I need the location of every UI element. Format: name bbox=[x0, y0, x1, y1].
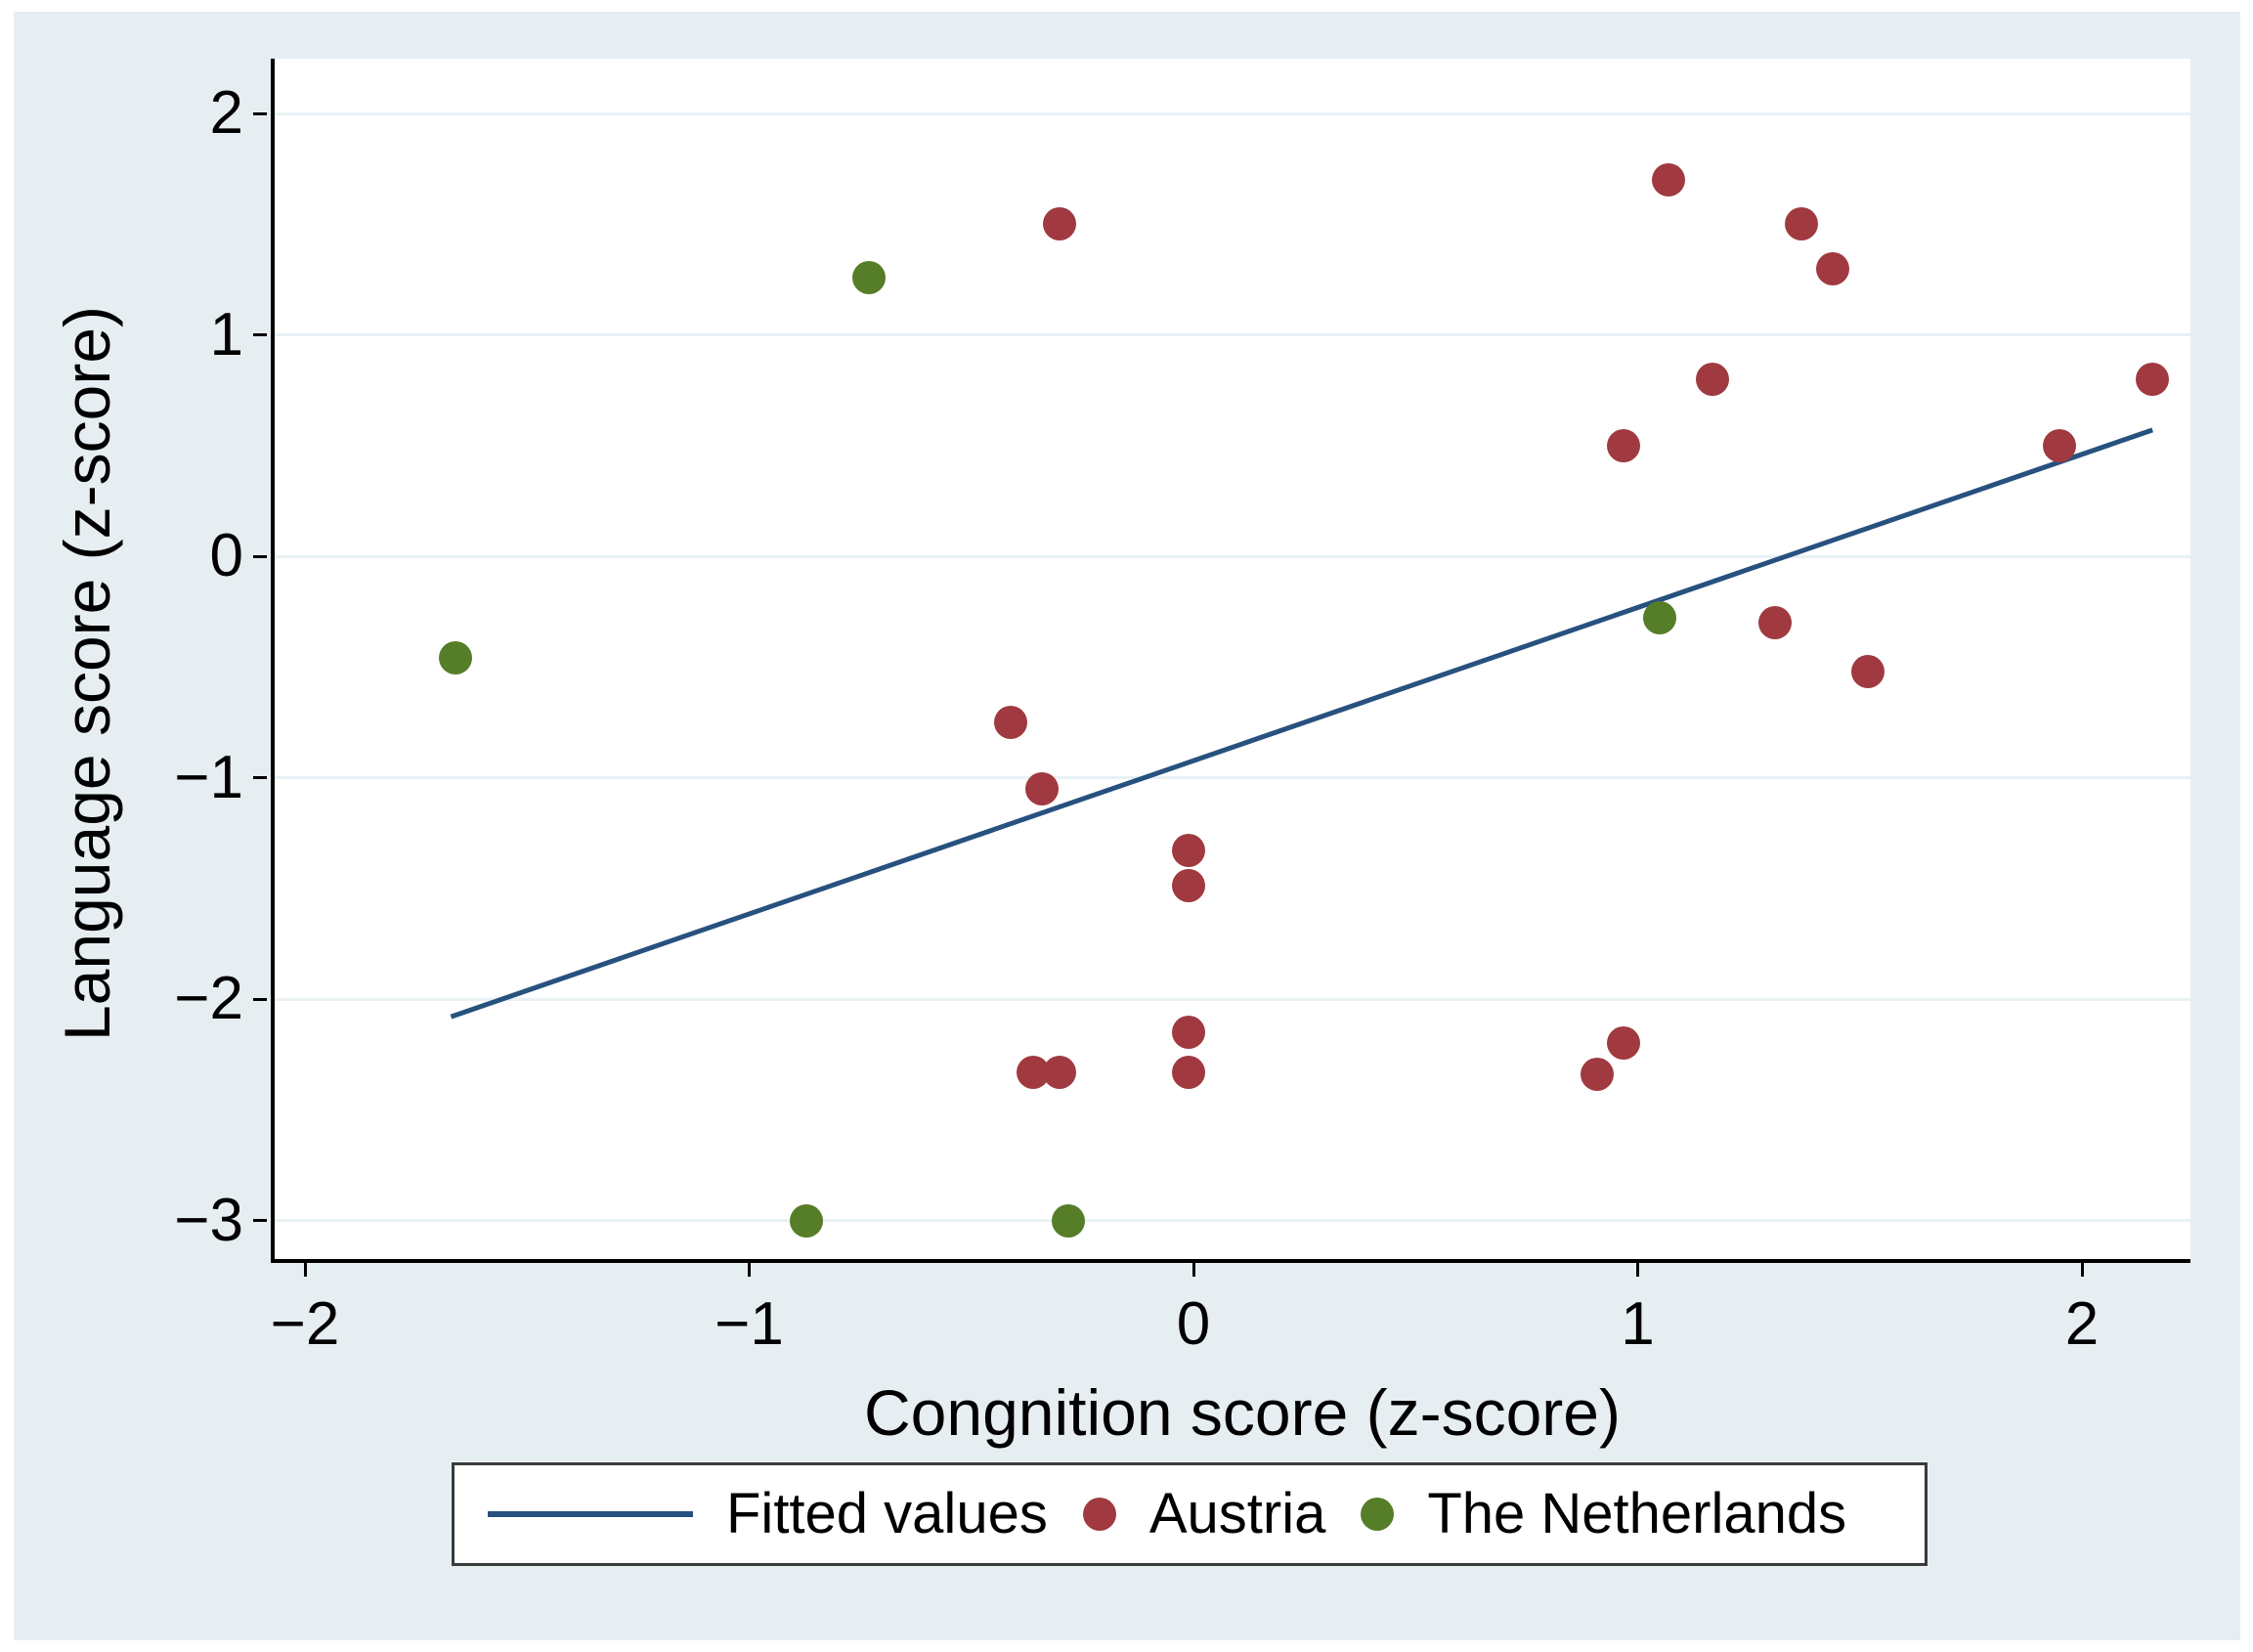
y-tick-label--3: −3 bbox=[174, 1186, 243, 1254]
legend-item-austria: Austria bbox=[1082, 1482, 1326, 1545]
y-tick--2 bbox=[253, 997, 267, 1001]
x-tick--2 bbox=[303, 1263, 307, 1277]
x-tick-label-1: 1 bbox=[1621, 1290, 1655, 1358]
legend-label-netherlands: The Netherlands bbox=[1427, 1482, 1847, 1545]
austria-data-point bbox=[1171, 834, 1205, 868]
austria-data-point bbox=[1171, 1055, 1205, 1089]
austria-data-point bbox=[1043, 207, 1077, 241]
legend-item-netherlands: The Netherlands bbox=[1361, 1485, 1846, 1543]
y-tick-label-1: 1 bbox=[209, 300, 243, 369]
x-tick-label--2: −2 bbox=[270, 1290, 340, 1358]
gridline-y--1 bbox=[275, 776, 2190, 779]
austria-data-point bbox=[1785, 207, 1819, 241]
figure-panel: Language score (z-score) 2 1 0 −1 −2 −3 −2 −1 0… bbox=[14, 12, 2240, 1640]
legend-box: Fitted values Austria The Netherlands bbox=[452, 1462, 1928, 1566]
austria-data-point bbox=[1696, 362, 1730, 396]
x-tick-label-2: 2 bbox=[2064, 1290, 2100, 1358]
y-tick-1 bbox=[253, 333, 267, 336]
austria-data-point bbox=[1024, 771, 1059, 805]
austria-data-point bbox=[1171, 1015, 1205, 1049]
y-axis-title: Language score (z-score) bbox=[51, 305, 123, 1042]
y-tick-0 bbox=[253, 554, 267, 558]
plot-canvas bbox=[275, 59, 2190, 1259]
austria-data-point bbox=[1757, 605, 1792, 639]
austria-data-point bbox=[994, 705, 1028, 739]
x-tick-1 bbox=[1636, 1263, 1639, 1277]
the-netherlands-data-point bbox=[1642, 601, 1676, 635]
austria-data-point bbox=[1815, 251, 1849, 285]
austria-data-point bbox=[1651, 162, 1685, 196]
gridline-y--2 bbox=[275, 997, 2190, 1001]
y-tick-2 bbox=[253, 111, 267, 115]
y-tick--3 bbox=[253, 1219, 267, 1222]
gridline-y-0 bbox=[275, 554, 2190, 558]
netherlands-dot-swatch bbox=[1361, 1498, 1395, 1531]
fitted-line-swatch bbox=[488, 1511, 693, 1517]
austria-data-point bbox=[1607, 428, 1641, 462]
x-tick--1 bbox=[748, 1263, 751, 1277]
gridline-y-2 bbox=[275, 111, 2190, 115]
austria-dot-swatch bbox=[1082, 1498, 1116, 1531]
austria-data-point bbox=[1851, 654, 1885, 688]
x-axis-title: Congnition score (z-score) bbox=[864, 1376, 1621, 1449]
legend-label-austria: Austria bbox=[1148, 1482, 1326, 1545]
austria-data-point bbox=[1607, 1026, 1641, 1061]
the-netherlands-data-point bbox=[1052, 1203, 1086, 1238]
y-tick-label--1: −1 bbox=[174, 743, 243, 811]
austria-data-point bbox=[1043, 1055, 1077, 1089]
gridline-y--3 bbox=[275, 1219, 2190, 1222]
austria-data-point bbox=[1581, 1058, 1615, 1091]
x-tick-label-0: 0 bbox=[1176, 1290, 1211, 1358]
legend-label-fitted-values: Fitted values bbox=[726, 1482, 1048, 1545]
x-tick-2 bbox=[2080, 1263, 2084, 1277]
y-tick--1 bbox=[253, 776, 267, 779]
y-tick-label--2: −2 bbox=[174, 965, 243, 1032]
gridline-y-1 bbox=[275, 333, 2190, 336]
the-netherlands-data-point bbox=[438, 641, 472, 675]
legend-item-fitted-values: Fitted values bbox=[488, 1485, 1048, 1543]
x-tick-0 bbox=[1191, 1263, 1195, 1277]
x-tick-label--1: −1 bbox=[715, 1290, 784, 1358]
austria-data-point bbox=[2042, 428, 2076, 462]
austria-data-point bbox=[2136, 362, 2170, 396]
the-netherlands-data-point bbox=[851, 260, 886, 294]
the-netherlands-data-point bbox=[790, 1203, 824, 1238]
y-tick-label-0: 0 bbox=[209, 522, 243, 589]
fitted-values-line bbox=[450, 427, 2153, 1020]
austria-data-point bbox=[1171, 869, 1205, 903]
plot-area bbox=[271, 59, 2190, 1263]
y-tick-label-2: 2 bbox=[209, 79, 243, 147]
